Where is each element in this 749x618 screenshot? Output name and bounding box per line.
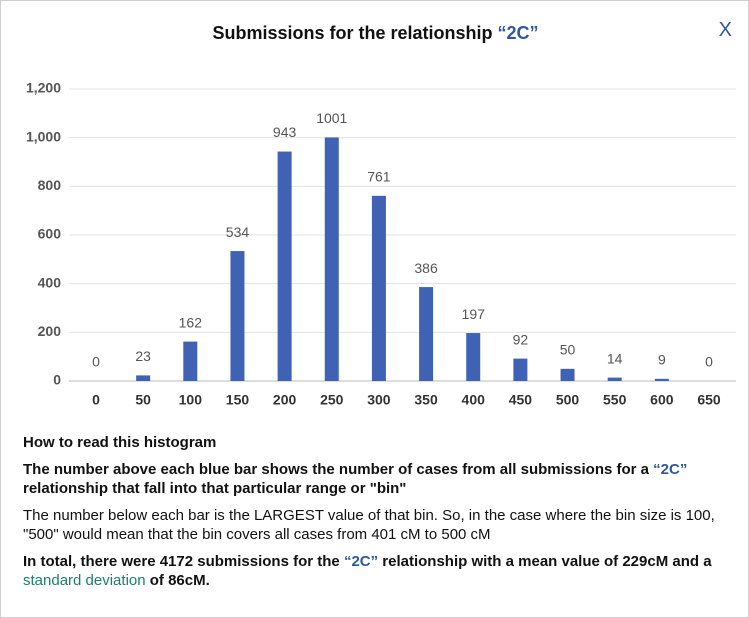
value-label: 386: [414, 260, 438, 276]
bar: [371, 195, 386, 381]
modal-title: Submissions for the relationship “2C”: [1, 23, 749, 44]
x-tick-label: 150: [226, 392, 250, 408]
x-tick-label: 400: [462, 392, 486, 408]
bar: [654, 378, 669, 381]
value-label: 9: [658, 352, 666, 368]
value-label: 0: [705, 354, 713, 370]
text: The number above each blue bar shows the…: [23, 461, 654, 478]
value-label: 1001: [316, 110, 347, 126]
notes: How to read this histogram The number ab…: [23, 433, 738, 598]
bar: [466, 333, 481, 381]
x-tick-label: 200: [273, 392, 297, 408]
y-tick-label: 200: [38, 323, 62, 339]
value-label: 92: [513, 331, 529, 347]
text: In total, there were 4172 submissions fo…: [23, 553, 344, 570]
value-label: 162: [179, 314, 203, 330]
notes-paragraph: The number below each bar is the LARGEST…: [23, 507, 715, 543]
bar: [513, 358, 528, 381]
value-label: 0: [92, 354, 100, 370]
title-text: Submissions for the relationship: [212, 23, 493, 43]
bar: [230, 251, 245, 381]
value-label: 534: [226, 224, 250, 240]
x-tick-label: 550: [603, 392, 627, 408]
close-button[interactable]: X: [718, 19, 732, 41]
bar: [324, 137, 339, 381]
x-tick-label: 450: [509, 392, 533, 408]
value-label: 761: [367, 169, 391, 185]
link[interactable]: standard deviation: [23, 572, 146, 589]
chart: 0 200 400 600 800 1,000 1,200 0 0 50 23 100 162 150 53…: [26, 80, 736, 408]
value-label: 23: [135, 348, 151, 364]
x-tick-label: 0: [92, 392, 100, 408]
y-tick-label: 0: [53, 372, 61, 388]
y-tick-label: 400: [38, 274, 62, 290]
value-label: 197: [462, 306, 486, 322]
text: relationship with a mean value of 229cM …: [378, 553, 712, 570]
x-tick-label: 500: [556, 392, 580, 408]
x-tick-label: 600: [650, 392, 674, 408]
x-tick-label: 300: [367, 392, 391, 408]
x-tick-label: 350: [414, 392, 438, 408]
y-tick-label: 1,000: [26, 128, 61, 144]
x-tick-label: 100: [179, 392, 203, 408]
notes-paragraph: In total, there were 4172 submissions fo…: [23, 552, 738, 590]
highlight: “2C”: [343, 553, 379, 570]
y-tick-label: 600: [38, 226, 62, 242]
bar: [607, 377, 622, 381]
notes-heading: How to read this histogram: [23, 434, 217, 451]
text: relationship that fall into that particu…: [23, 480, 407, 497]
bar: [136, 375, 151, 381]
x-tick-label: 250: [320, 392, 344, 408]
y-tick-label: 1,200: [26, 80, 61, 96]
bar: [419, 287, 434, 381]
y-tick-label: 800: [38, 177, 62, 193]
x-tick-label: 50: [135, 392, 151, 408]
value-label: 943: [273, 124, 297, 140]
bar: [560, 368, 575, 381]
highlight: “2C”: [653, 461, 688, 478]
notes-paragraph: The number above each blue bar shows the…: [23, 460, 738, 498]
x-tick-label: 650: [697, 392, 721, 408]
bar: [183, 341, 198, 381]
text: of 86cM.: [145, 572, 210, 589]
bar: [277, 151, 292, 381]
value-label: 14: [607, 350, 623, 366]
title-highlight: “2C”: [497, 23, 539, 43]
value-label: 50: [560, 342, 576, 358]
